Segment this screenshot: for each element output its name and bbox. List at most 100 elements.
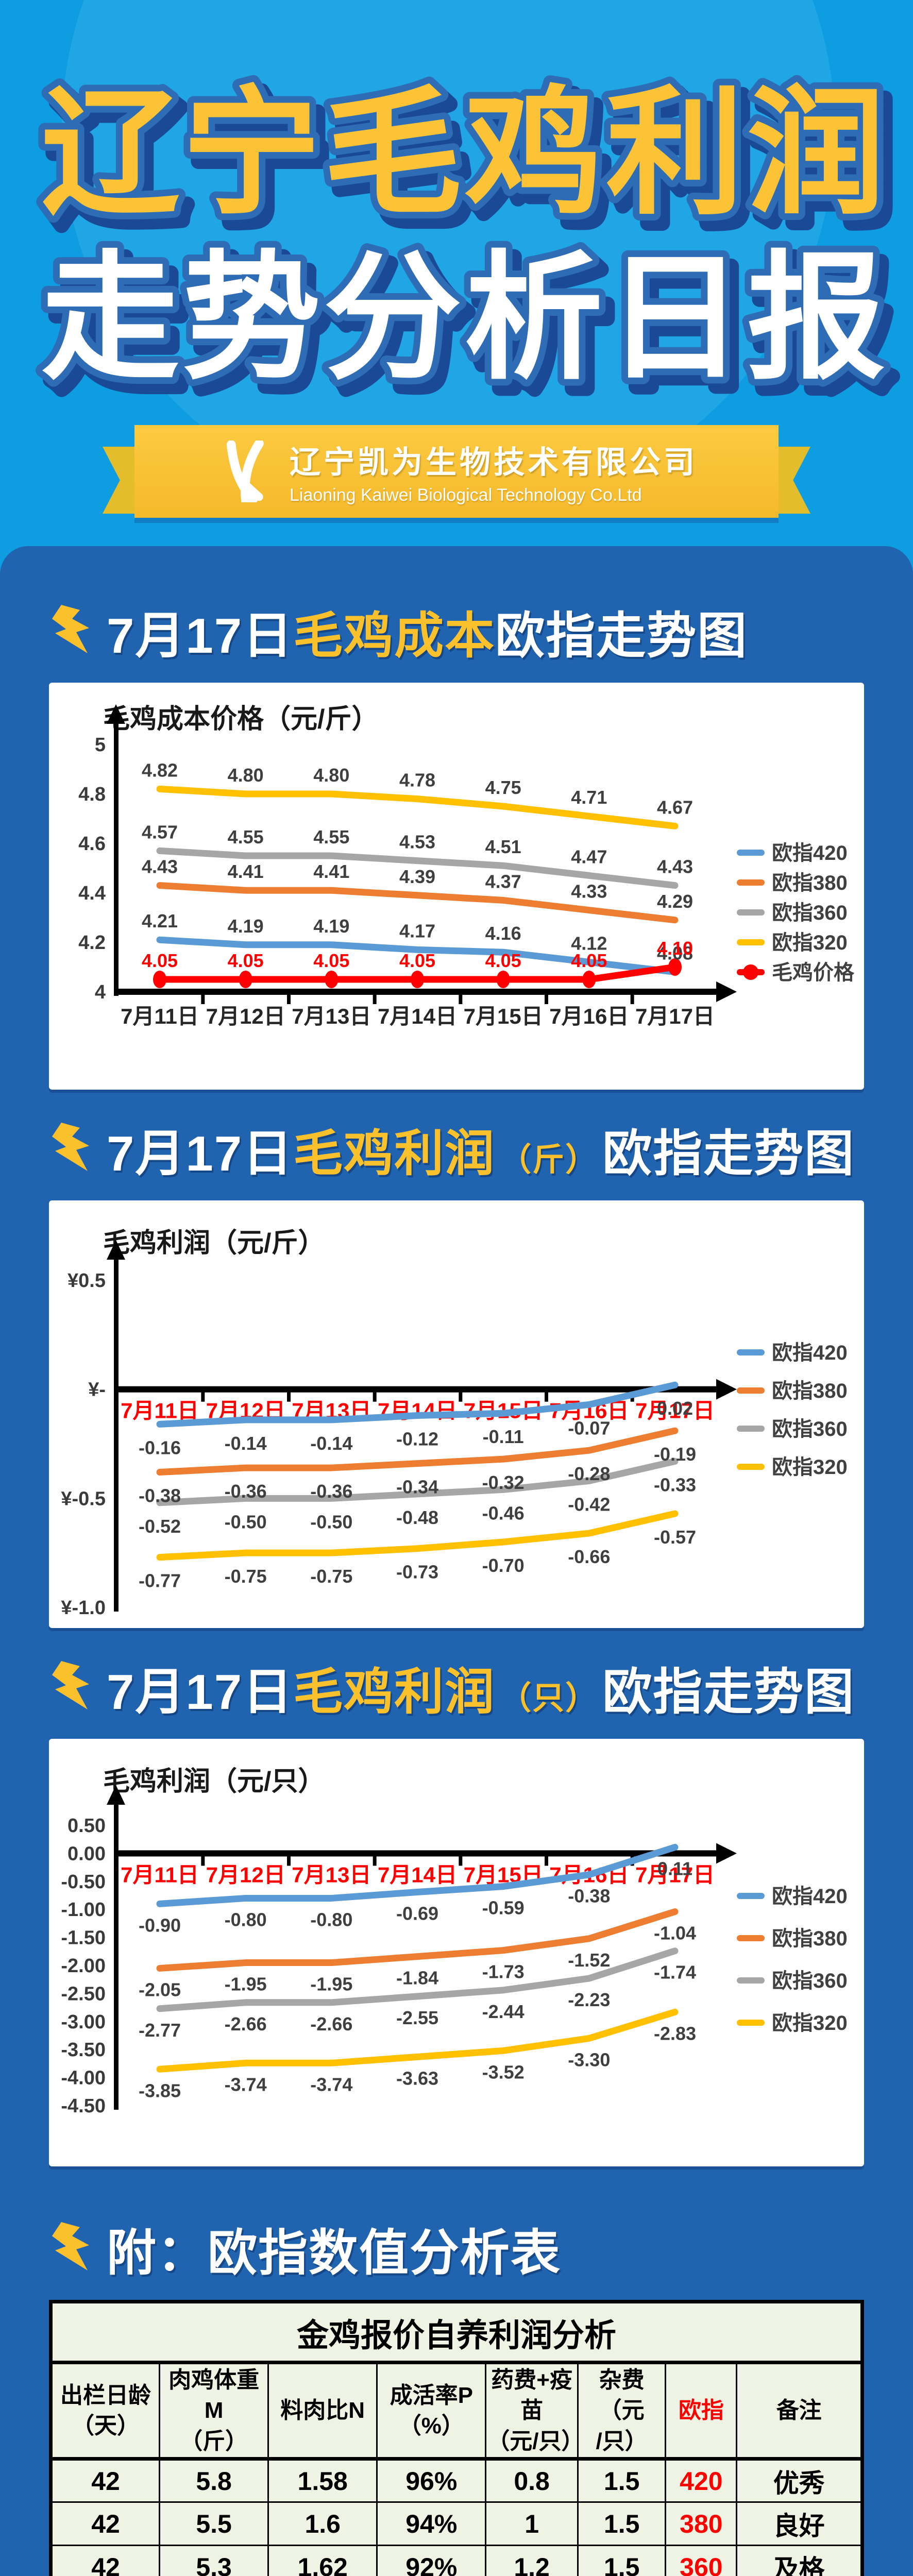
svg-text:-3.63: -3.63	[396, 2067, 438, 2089]
profit-per-bird-chart-card: 毛鸡利润（元/只） 0.50 0.00 -0.50 -1.00 -1.50 -2.00 -2.…	[49, 1739, 864, 2166]
svg-text:4.51: 4.51	[485, 836, 521, 857]
svg-text:7月14日: 7月14日	[378, 1004, 457, 1028]
svg-text:欧指360: 欧指360	[772, 902, 848, 924]
svg-text:4.05: 4.05	[142, 950, 178, 971]
section3-heading: 7月17日毛鸡利润 （只）欧指走势图	[51, 1652, 864, 1723]
yellow-arrow-icon	[52, 1122, 89, 1171]
svg-text:-0.11: -0.11	[483, 1426, 524, 1447]
svg-text:4.41: 4.41	[313, 861, 349, 882]
svg-text:-2.77: -2.77	[139, 2020, 181, 2041]
yellow-arrow-icon	[52, 1660, 89, 1709]
svg-text:-0.90: -0.90	[139, 1914, 181, 1936]
profit-analysis-table: 金鸡报价自养利润分析 出栏日龄 （天） 肉鸡体重M （斤） 料肉比N 成活率P （%）药…	[49, 2300, 864, 2576]
svg-text:4.08: 4.08	[657, 943, 693, 964]
svg-text:-2.55: -2.55	[396, 2007, 438, 2028]
svg-text:-2.00: -2.00	[61, 1955, 106, 1977]
svg-text:-0.50: -0.50	[61, 1871, 106, 1893]
svg-text:7月11日: 7月11日	[121, 1862, 199, 1887]
svg-text:-3.74: -3.74	[225, 2074, 267, 2095]
svg-text:欧指420: 欧指420	[772, 1342, 848, 1364]
svg-text:-1.95: -1.95	[225, 1974, 267, 1995]
svg-text:-0.32: -0.32	[482, 1472, 525, 1493]
svg-text:-0.59: -0.59	[482, 1897, 525, 1919]
svg-text:-0.33: -0.33	[654, 1474, 696, 1495]
table-cell: 1.5	[577, 2545, 667, 2576]
svg-text:4.82: 4.82	[142, 759, 178, 781]
svg-text:-0.75: -0.75	[225, 1566, 267, 1587]
section1-suffix: 欧指走势图	[495, 608, 748, 664]
svg-text:-3.85: -3.85	[139, 2080, 181, 2101]
svg-text:-1.52: -1.52	[568, 1950, 610, 1971]
section3-suffix: 欧指走势图	[602, 1665, 855, 1720]
svg-text:-0.73: -0.73	[396, 1562, 438, 1583]
svg-text:欧指420: 欧指420	[772, 1885, 848, 1908]
svg-text:欧指420: 欧指420	[772, 842, 848, 865]
svg-text:-0.14: -0.14	[225, 1433, 267, 1454]
svg-text:7月12日: 7月12日	[206, 1004, 285, 1028]
svg-text:7月12日: 7月12日	[206, 1862, 285, 1887]
svg-text:-1.84: -1.84	[396, 1968, 438, 1989]
svg-text:4.10: 4.10	[657, 938, 693, 959]
svg-text:4.33: 4.33	[571, 881, 607, 902]
svg-text:-0.80: -0.80	[310, 1909, 352, 1930]
svg-text:-0.48: -0.48	[396, 1507, 438, 1528]
table-cell: 良好	[736, 2501, 863, 2547]
analysis-table-wrap: 金鸡报价自养利润分析 出栏日龄 （天） 肉鸡体重M （斤） 料肉比N 成活率P （%）药…	[49, 2300, 864, 2576]
svg-text:0.02: 0.02	[657, 1398, 693, 1419]
svg-text:-2.23: -2.23	[568, 1989, 610, 2010]
svg-text:4.12: 4.12	[571, 933, 607, 954]
section2-heading: 7月17日毛鸡利润 （斤）欧指走势图	[51, 1113, 864, 1185]
table-header-cell: 料肉比N	[267, 2361, 378, 2461]
svg-text:-2.83: -2.83	[654, 2023, 696, 2044]
table-header-cell: 杂费（元 /只）	[577, 2361, 667, 2461]
svg-text:4.55: 4.55	[313, 826, 349, 848]
table-row: 42 5.8 1.58 96% 0.8 1.5 420 优秀	[49, 2458, 863, 2503]
section2-topic: 毛鸡利润	[293, 1126, 496, 1181]
company-name-en: Liaoning Kaiwei Biological Technology Co…	[290, 485, 642, 505]
svg-text:-3.74: -3.74	[310, 2074, 352, 2095]
svg-text:欧指360: 欧指360	[772, 1970, 848, 1992]
svg-text:-0.46: -0.46	[482, 1502, 525, 1523]
svg-text:-0.75: -0.75	[310, 1566, 352, 1587]
svg-text:4.55: 4.55	[228, 826, 264, 848]
company-banner: 辽宁凯为生物技术有限公司 Liaoning Kaiwei Biological …	[103, 425, 810, 518]
svg-text:4.19: 4.19	[313, 916, 349, 937]
svg-text:-0.38: -0.38	[139, 1485, 181, 1506]
kaiwei-logo-icon	[226, 440, 264, 502]
table-cell: 420	[665, 2458, 738, 2503]
svg-text:-0.70: -0.70	[482, 1555, 525, 1576]
svg-text:毛鸡价格: 毛鸡价格	[772, 961, 855, 984]
table-title: 金鸡报价自养利润分析	[50, 2301, 863, 2364]
svg-text:-2.50: -2.50	[61, 1983, 106, 2005]
table-cell: 优秀	[736, 2458, 863, 2503]
section4-heading: 附：欧指数值分析表	[51, 2213, 864, 2284]
svg-text:欧指380: 欧指380	[772, 872, 848, 894]
table-header-cell: 欧指	[665, 2361, 738, 2461]
svg-text:7月17日: 7月17日	[635, 1399, 715, 1423]
svg-text:-0.14: -0.14	[310, 1433, 352, 1454]
svg-text:4: 4	[95, 981, 106, 1003]
table-row: 42 5.5 1.6 94% 1 1.5 380 良好	[49, 2501, 863, 2547]
svg-text:-0.36: -0.36	[225, 1481, 267, 1502]
table-cell: 92%	[376, 2545, 487, 2576]
main-panel: 7月17日毛鸡成本欧指走势图 毛鸡成本价格（元/斤） 5 4.8 4.6 4.4 4.2 4…	[0, 546, 913, 2576]
svg-text:-0.42: -0.42	[568, 1494, 610, 1515]
section3-unit: （只）	[499, 1681, 599, 1716]
svg-text:-0.19: -0.19	[654, 1444, 696, 1465]
table-cell: 42	[49, 2545, 161, 2576]
title-line1-shadow: 辽宁毛鸡利润	[49, 85, 897, 240]
svg-text:欧指360: 欧指360	[772, 1418, 848, 1440]
svg-text:-3.00: -3.00	[61, 2011, 106, 2033]
svg-text:-4.50: -4.50	[61, 2095, 106, 2117]
table-cell: 1.6	[267, 2501, 378, 2547]
svg-text:4.43: 4.43	[657, 856, 693, 877]
table-cell: 1	[485, 2501, 579, 2547]
table-cell: 1.5	[577, 2458, 667, 2503]
company-name-cn: 辽宁凯为生物技术有限公司	[290, 445, 698, 480]
svg-text:-1.95: -1.95	[310, 1974, 352, 1995]
svg-text:4.05: 4.05	[485, 950, 521, 971]
profit-per-bird-chart: 毛鸡利润（元/只） 0.50 0.00 -0.50 -1.00 -1.50 -2.00 -2.…	[61, 1767, 848, 2117]
svg-text:7月14日: 7月14日	[378, 1862, 457, 1887]
table-cell: 96%	[376, 2458, 487, 2503]
